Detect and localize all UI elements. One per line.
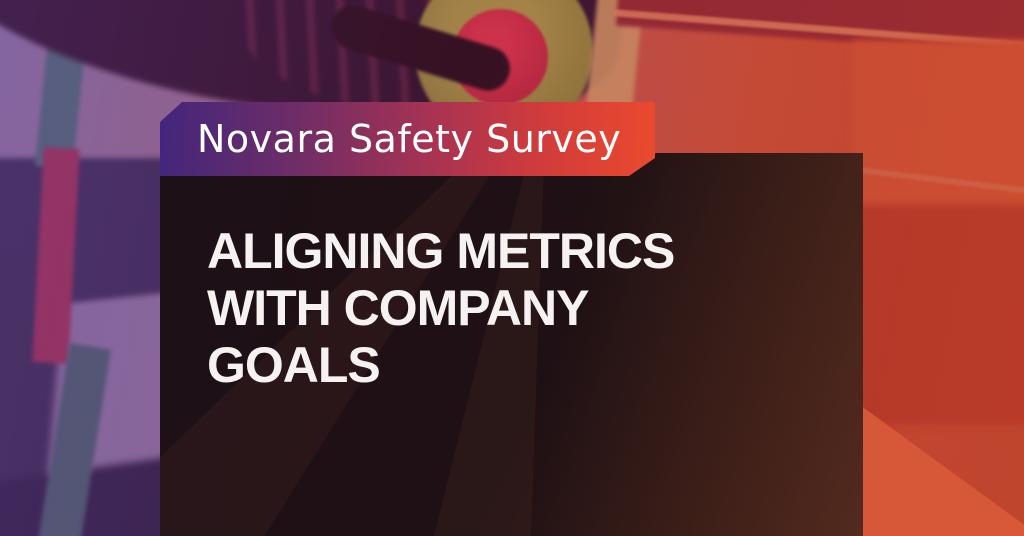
title-line-2: WITH COMPANY (207, 280, 589, 336)
title-panel: ALIGNING METRICS WITH COMPANY GOALS (160, 153, 863, 536)
page-title: ALIGNING METRICS WITH COMPANY GOALS (207, 223, 787, 394)
right-wall-shade (852, 205, 1024, 425)
title-line-3: GOALS (207, 337, 381, 393)
survey-badge-label: Novara Safety Survey (197, 117, 622, 161)
title-line-1: ALIGNING METRICS (207, 223, 675, 279)
survey-badge: Novara Safety Survey (160, 102, 655, 176)
